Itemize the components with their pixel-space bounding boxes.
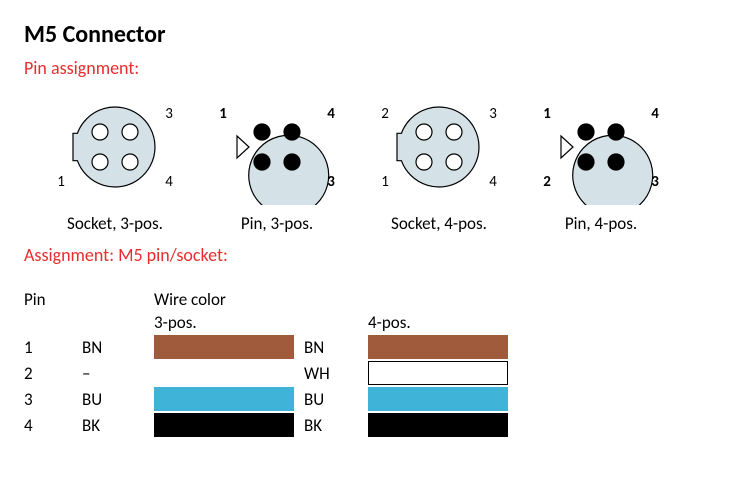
cell-pin: 1 — [24, 334, 82, 360]
cell-code-3pos: BU — [82, 386, 154, 412]
table-row: 3BUBU — [24, 386, 518, 412]
th-4pos: 4-pos. — [368, 311, 518, 334]
connector-caption: Socket, 3-pos. — [48, 213, 182, 234]
svg-text:4: 4 — [489, 173, 497, 191]
svg-text:1: 1 — [219, 105, 227, 123]
cell-swatch-4pos — [368, 412, 518, 438]
section-assignment-table: Assignment: M5 pin/socket: — [24, 244, 726, 266]
connector-caption: Socket, 4-pos. — [372, 213, 506, 234]
svg-text:1: 1 — [57, 173, 65, 191]
cell-code-4pos: BN — [304, 334, 368, 360]
svg-text:4: 4 — [165, 173, 173, 191]
svg-text:3: 3 — [327, 173, 335, 191]
connector-caption: Pin, 3-pos. — [210, 213, 344, 234]
assignment-table: Pin Wire color 3-pos. 4-pos. 1BNBN2–WH3B… — [24, 288, 726, 438]
cell-code-3pos: BN — [82, 334, 154, 360]
svg-text:1: 1 — [543, 105, 551, 123]
cell-code-4pos: WH — [304, 360, 368, 386]
connector-2: 1 4 3 Pin, 3-pos. — [210, 95, 344, 234]
connector-1: 3 1 4 Socket, 3-pos. — [48, 95, 182, 234]
connector-4: 1 4 2 3 Pin, 4-pos. — [534, 95, 668, 234]
cell-swatch-4pos — [368, 360, 518, 386]
cell-pin: 3 — [24, 386, 82, 412]
cell-code-4pos: BU — [304, 386, 368, 412]
svg-text:4: 4 — [651, 105, 659, 123]
cell-swatch-4pos — [368, 386, 518, 412]
cell-swatch-3pos — [154, 386, 304, 412]
cell-swatch-3pos — [154, 412, 304, 438]
cell-swatch-3pos — [154, 334, 304, 360]
cell-swatch-4pos — [368, 334, 518, 360]
svg-text:2: 2 — [381, 105, 389, 123]
svg-text:3: 3 — [651, 173, 659, 191]
table-row: 2– WH — [24, 360, 518, 386]
svg-text:1: 1 — [381, 173, 389, 191]
svg-text:4: 4 — [327, 105, 335, 123]
connector-3: 2 3 1 4 Socket, 4-pos. — [372, 95, 506, 234]
cell-code-4pos: BK — [304, 412, 368, 438]
th-wire-color: Wire color — [154, 288, 518, 311]
cell-code-3pos: – — [82, 360, 154, 386]
th-3pos: 3-pos. — [154, 311, 304, 334]
connectors-row: 3 1 4 Socket, 3-pos. 1 4 3 Pin, 3-pos. 2 3 1 4 Socke… — [48, 95, 726, 234]
table-row: 4BKBK — [24, 412, 518, 438]
svg-text:3: 3 — [165, 105, 173, 123]
cell-pin: 4 — [24, 412, 82, 438]
page-title: M5 Connector — [24, 20, 726, 49]
svg-text:3: 3 — [489, 105, 497, 123]
svg-text:2: 2 — [543, 173, 551, 191]
table-row: 1BNBN — [24, 334, 518, 360]
cell-swatch-3pos — [154, 360, 304, 386]
connector-caption: Pin, 4-pos. — [534, 213, 668, 234]
cell-code-3pos: BK — [82, 412, 154, 438]
section-pin-assignment: Pin assignment: — [24, 57, 726, 79]
cell-pin: 2 — [24, 360, 82, 386]
th-pin: Pin — [24, 288, 82, 311]
